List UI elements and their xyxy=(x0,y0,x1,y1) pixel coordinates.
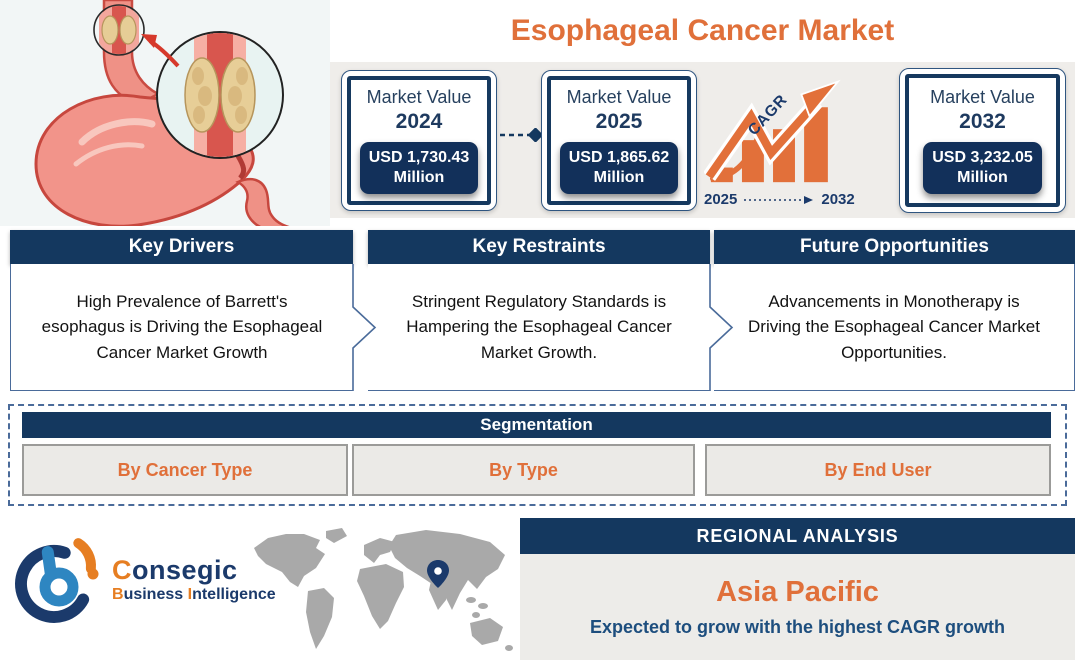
logo-letters: ntelligence xyxy=(192,586,276,604)
unit-text: Million xyxy=(393,168,445,186)
market-value-label: Market Value xyxy=(566,87,672,108)
regional-analysis-body: Asia Pacific Expected to grow with the h… xyxy=(520,554,1075,660)
key-drivers-header: Key Drivers xyxy=(10,230,353,264)
consegic-logo: Consegic Business Intelligence xyxy=(14,534,276,626)
esophageal-cancer-illustration xyxy=(0,0,330,230)
cagr-years-row: 2025 2032 xyxy=(704,191,864,208)
regional-analysis-section: REGIONAL ANALYSIS Asia Pacific Expected … xyxy=(520,510,1075,660)
segmentation-section: Segmentation By Cancer Type By Type By E… xyxy=(8,404,1067,506)
cagr-end-year: 2032 xyxy=(821,191,855,208)
key-drivers-text: High Prevalence of Barrett's esophagus i… xyxy=(10,264,353,391)
unit-text: Million xyxy=(593,168,645,186)
market-value-amount: USD 1,730.43 Million xyxy=(359,141,479,194)
market-value-card-2025: Market Value 2025 USD 1,865.62 Million xyxy=(541,70,697,211)
amount-text: USD 3,232.05 xyxy=(932,148,1033,166)
amount-text: USD 1,865.62 xyxy=(568,148,670,166)
logo-letter: B xyxy=(112,586,124,604)
key-restraints-text: Stringent Regulatory Standards is Hamper… xyxy=(368,264,710,391)
dashed-diamond-connector-icon xyxy=(500,128,543,142)
cagr-growth-chart: CAGR 2025 2032 xyxy=(703,78,864,208)
market-stats-band: Market Value 2024 USD 1,730.43 Million M… xyxy=(330,62,1075,218)
segmentation-header: Segmentation xyxy=(22,412,1051,438)
regional-region-name: Asia Pacific xyxy=(716,576,879,608)
world-map-icon xyxy=(254,528,513,651)
market-value-year: 2025 xyxy=(595,109,643,133)
logo-letters: usiness xyxy=(123,586,184,604)
logo-company-subtitle: Business Intelligence xyxy=(112,586,276,604)
unit-text: Million xyxy=(957,168,1008,186)
chevron-right-icon xyxy=(709,264,734,391)
world-map xyxy=(246,524,520,660)
segment-by-type: By Type xyxy=(352,444,695,496)
key-restraints-header: Key Restraints xyxy=(368,230,710,264)
regional-note: Expected to grow with the highest CAGR g… xyxy=(589,617,1005,637)
logo-letter: I xyxy=(187,586,193,604)
page-title: Esophageal Cancer Market xyxy=(510,14,895,47)
future-opportunities-header: Future Opportunities xyxy=(714,230,1075,264)
amount-text: USD 1,730.43 xyxy=(368,148,470,166)
cagr-start-year: 2025 xyxy=(704,191,738,208)
dotted-arrow-icon xyxy=(744,195,814,204)
market-value-amount: USD 3,232.05 Million xyxy=(923,141,1042,194)
logo-company-name: Consegic xyxy=(112,556,276,586)
market-value-label: Market Value xyxy=(930,87,1035,108)
consegic-logo-text: Consegic Business Intelligence xyxy=(112,556,276,604)
market-value-amount: USD 1,865.62 Million xyxy=(559,141,679,194)
market-value-year: 2032 xyxy=(959,109,1006,133)
market-value-card-2025-inner: Market Value 2025 USD 1,865.62 Million xyxy=(547,76,691,205)
logo-letters: onsegic xyxy=(132,555,238,586)
logo-letter: C xyxy=(112,555,132,586)
market-value-label: Market Value xyxy=(366,87,472,108)
market-value-card-2032: Market Value 2032 USD 3,232.05 Million xyxy=(899,68,1066,213)
regional-analysis-header: REGIONAL ANALYSIS xyxy=(520,518,1075,554)
stomach-illustration-icon xyxy=(0,0,330,230)
bottom-row: Consegic Business Intelligence xyxy=(0,506,1075,660)
segment-by-end-user: By End User xyxy=(705,444,1051,496)
growth-arrow-bar-chart-icon: CAGR xyxy=(703,79,841,183)
market-value-year: 2024 xyxy=(395,109,443,133)
market-value-card-2024-inner: Market Value 2024 USD 1,730.43 Million xyxy=(347,76,491,205)
consegic-logo-icon xyxy=(14,534,99,623)
market-value-card-2024: Market Value 2024 USD 1,730.43 Million xyxy=(341,70,497,211)
chevron-right-icon xyxy=(352,264,377,391)
segment-by-cancer-type: By Cancer Type xyxy=(22,444,348,496)
market-value-card-2032-inner: Market Value 2032 USD 3,232.05 Million xyxy=(905,74,1060,207)
future-opportunities-text: Advancements in Monotherapy is Driving t… xyxy=(714,264,1075,391)
